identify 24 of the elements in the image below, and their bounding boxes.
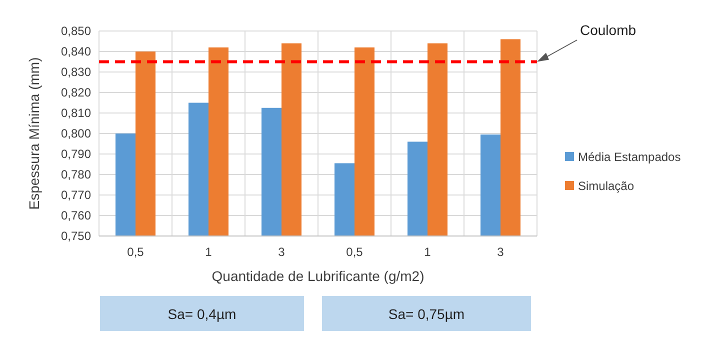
x-tick-label: 1 bbox=[205, 245, 212, 259]
x-tick-label: 3 bbox=[278, 245, 286, 259]
y-tick-label: 0,770 bbox=[60, 188, 92, 202]
x-axis-title: Quantidade de Lubrificante (g/m2) bbox=[212, 268, 424, 284]
text: Sa= 0,75µm bbox=[388, 306, 465, 322]
ref-line-label: Coulomb bbox=[580, 22, 636, 38]
y-tick-label: 0,850 bbox=[60, 24, 92, 38]
x-tick-label: 0,5 bbox=[127, 245, 144, 259]
x-tick-label: 1 bbox=[424, 245, 432, 259]
y-tick-label: 0,800 bbox=[60, 126, 92, 141]
text: Sa= 0,4µm bbox=[168, 306, 236, 322]
y-tick-label: 0,750 bbox=[60, 229, 92, 244]
x-tick-label: 0,5 bbox=[346, 245, 364, 259]
y-tick-label: 0,810 bbox=[60, 106, 92, 120]
x-tick-label: 3 bbox=[497, 245, 504, 259]
y-tick-label: 0,790 bbox=[60, 147, 92, 162]
legend-label: Simulação bbox=[578, 179, 634, 194]
y-tick-label: 0,780 bbox=[60, 168, 92, 182]
y-tick-label: 0,830 bbox=[60, 65, 92, 80]
y-tick-label: 0,820 bbox=[60, 86, 92, 100]
y-axis-title: Espessura Mínima (mm) bbox=[26, 57, 42, 210]
legend-label: Média Estampados bbox=[578, 150, 681, 164]
y-tick-label: 0,840 bbox=[60, 44, 92, 59]
y-tick-label: 0,760 bbox=[60, 208, 92, 223]
